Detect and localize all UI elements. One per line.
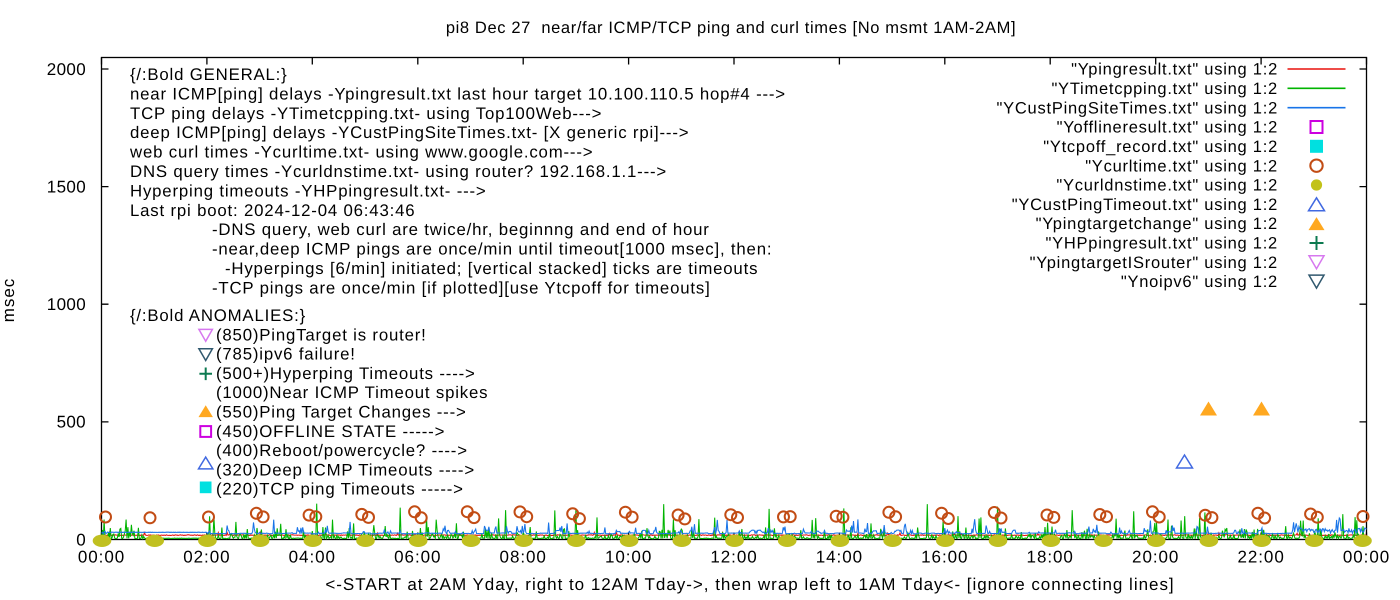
svg-text:<-START at 2AM Yday, right to: <-START at 2AM Yday, right to 12AM Tday-… [325,575,1174,594]
svg-text:1500: 1500 [47,177,86,196]
svg-text:"YTimetcpping.txt" using 1:2: "YTimetcpping.txt" using 1:2 [1051,80,1278,98]
svg-text:-TCP pings are once/min [if pl: -TCP pings are once/min [if plotted][use… [212,278,711,297]
svg-text:1000: 1000 [47,295,86,314]
svg-text:Last rpi boot: 2024-12-04 06:4: Last rpi boot: 2024-12-04 06:43:46 [130,201,415,220]
svg-text:"Ypingtargetchange" using 1:2: "Ypingtargetchange" using 1:2 [1036,215,1278,233]
svg-text:20:00: 20:00 [1132,548,1179,567]
svg-text:08:00: 08:00 [500,548,547,567]
svg-text:pi8 Dec 27 near/far ICMP/TCP: pi8 Dec 27 near/far ICMP/TCP ping and cu… [446,19,1016,37]
svg-text:0: 0 [76,530,86,549]
svg-text:deep ICMP[ping] delays -YCustP: deep ICMP[ping] delays -YCustPingSiteTim… [130,123,689,142]
svg-text:22:00: 22:00 [1237,548,1284,567]
svg-text:00:00: 00:00 [78,548,125,567]
svg-text:-near,deep ICMP pings are once: -near,deep ICMP pings are once/min until… [212,240,772,259]
svg-text:04:00: 04:00 [289,548,336,567]
svg-text:02:00: 02:00 [183,548,230,567]
svg-text:"YHPpingresult.txt" using 1:2: "YHPpingresult.txt" using 1:2 [1046,235,1279,253]
svg-text:DNS query times -Ycurldnstime.: DNS query times -Ycurldnstime.txt- using… [130,162,667,181]
svg-text:16:00: 16:00 [921,548,968,567]
svg-text:18:00: 18:00 [1027,548,1074,567]
svg-text:-DNS query, web curl are twice: -DNS query, web curl are twice/hr, begin… [212,220,710,239]
svg-text:"Ycurldnstime.txt" using 1:2: "Ycurldnstime.txt" using 1:2 [1056,177,1278,195]
svg-text:(400)Reboot/powercycle? ---->: (400)Reboot/powercycle? ----> [216,441,468,460]
svg-text:(1000)Near ICMP Timeout spikes: (1000)Near ICMP Timeout spikes [216,383,488,402]
svg-text:(850)PingTarget is router!: (850)PingTarget is router! [216,325,427,344]
svg-text:12:00: 12:00 [710,548,757,567]
svg-text:(550)Ping Target Changes --->: (550)Ping Target Changes ---> [216,403,467,422]
svg-text:(220)TCP ping Timeouts ----->: (220)TCP ping Timeouts -----> [216,480,464,499]
svg-text:(320)Deep ICMP Timeouts ---->: (320)Deep ICMP Timeouts ----> [216,460,475,479]
svg-text:web curl times -Ycurltime.txt-: web curl times -Ycurltime.txt- using www… [129,143,593,162]
svg-text:"YCustPingSiteTimes.txt" using: "YCustPingSiteTimes.txt" using 1:2 [997,99,1278,117]
svg-text:(500+)Hyperping Timeouts ---->: (500+)Hyperping Timeouts ----> [216,364,476,383]
svg-text:06:00: 06:00 [394,548,441,567]
svg-text:500: 500 [57,413,86,432]
svg-text:"Ycurltime.txt" using 1:2: "Ycurltime.txt" using 1:2 [1085,157,1278,175]
svg-text:00:00: 00:00 [1343,548,1390,567]
svg-text:"Ytcpoff_record.txt" using 1:2: "Ytcpoff_record.txt" using 1:2 [1043,138,1278,156]
svg-text:"Yofflineresult.txt" using 1:2: "Yofflineresult.txt" using 1:2 [1057,119,1278,137]
svg-text:10:00: 10:00 [605,548,652,567]
svg-text:"Ynoipv6" using 1:2: "Ynoipv6" using 1:2 [1121,273,1278,291]
svg-text:(450)OFFLINE STATE ----->: (450)OFFLINE STATE -----> [216,422,445,441]
svg-text:Hyperping timeouts -YHPpingres: Hyperping timeouts -YHPpingresult.txt- -… [130,181,487,200]
svg-text:"YCustPingTimeout.txt" using 1: "YCustPingTimeout.txt" using 1:2 [1012,196,1278,214]
svg-text:{/:Bold GENERAL:}: {/:Bold GENERAL:} [130,65,288,84]
svg-text:TCP ping delays -YTimetcpping.: TCP ping delays -YTimetcpping.txt- using… [130,104,602,123]
svg-text:{/:Bold ANOMALIES:}: {/:Bold ANOMALIES:} [130,306,306,325]
svg-text:(785)ipv6 failure!: (785)ipv6 failure! [216,345,356,364]
svg-text:"YpingtargetISrouter" using 1:: "YpingtargetISrouter" using 1:2 [1030,254,1278,272]
svg-text:msec: msec [0,278,18,322]
svg-text:-Hyperpings [6/min] initiated;: -Hyperpings [6/min] initiated; [vertical… [225,259,758,278]
svg-text:near ICMP[ping] delays -Ypingr: near ICMP[ping] delays -Ypingresult.txt … [130,84,786,103]
svg-text:"Ypingresult.txt" using 1:2: "Ypingresult.txt" using 1:2 [1071,61,1278,79]
svg-text:2000: 2000 [47,60,86,79]
svg-text:14:00: 14:00 [816,548,863,567]
